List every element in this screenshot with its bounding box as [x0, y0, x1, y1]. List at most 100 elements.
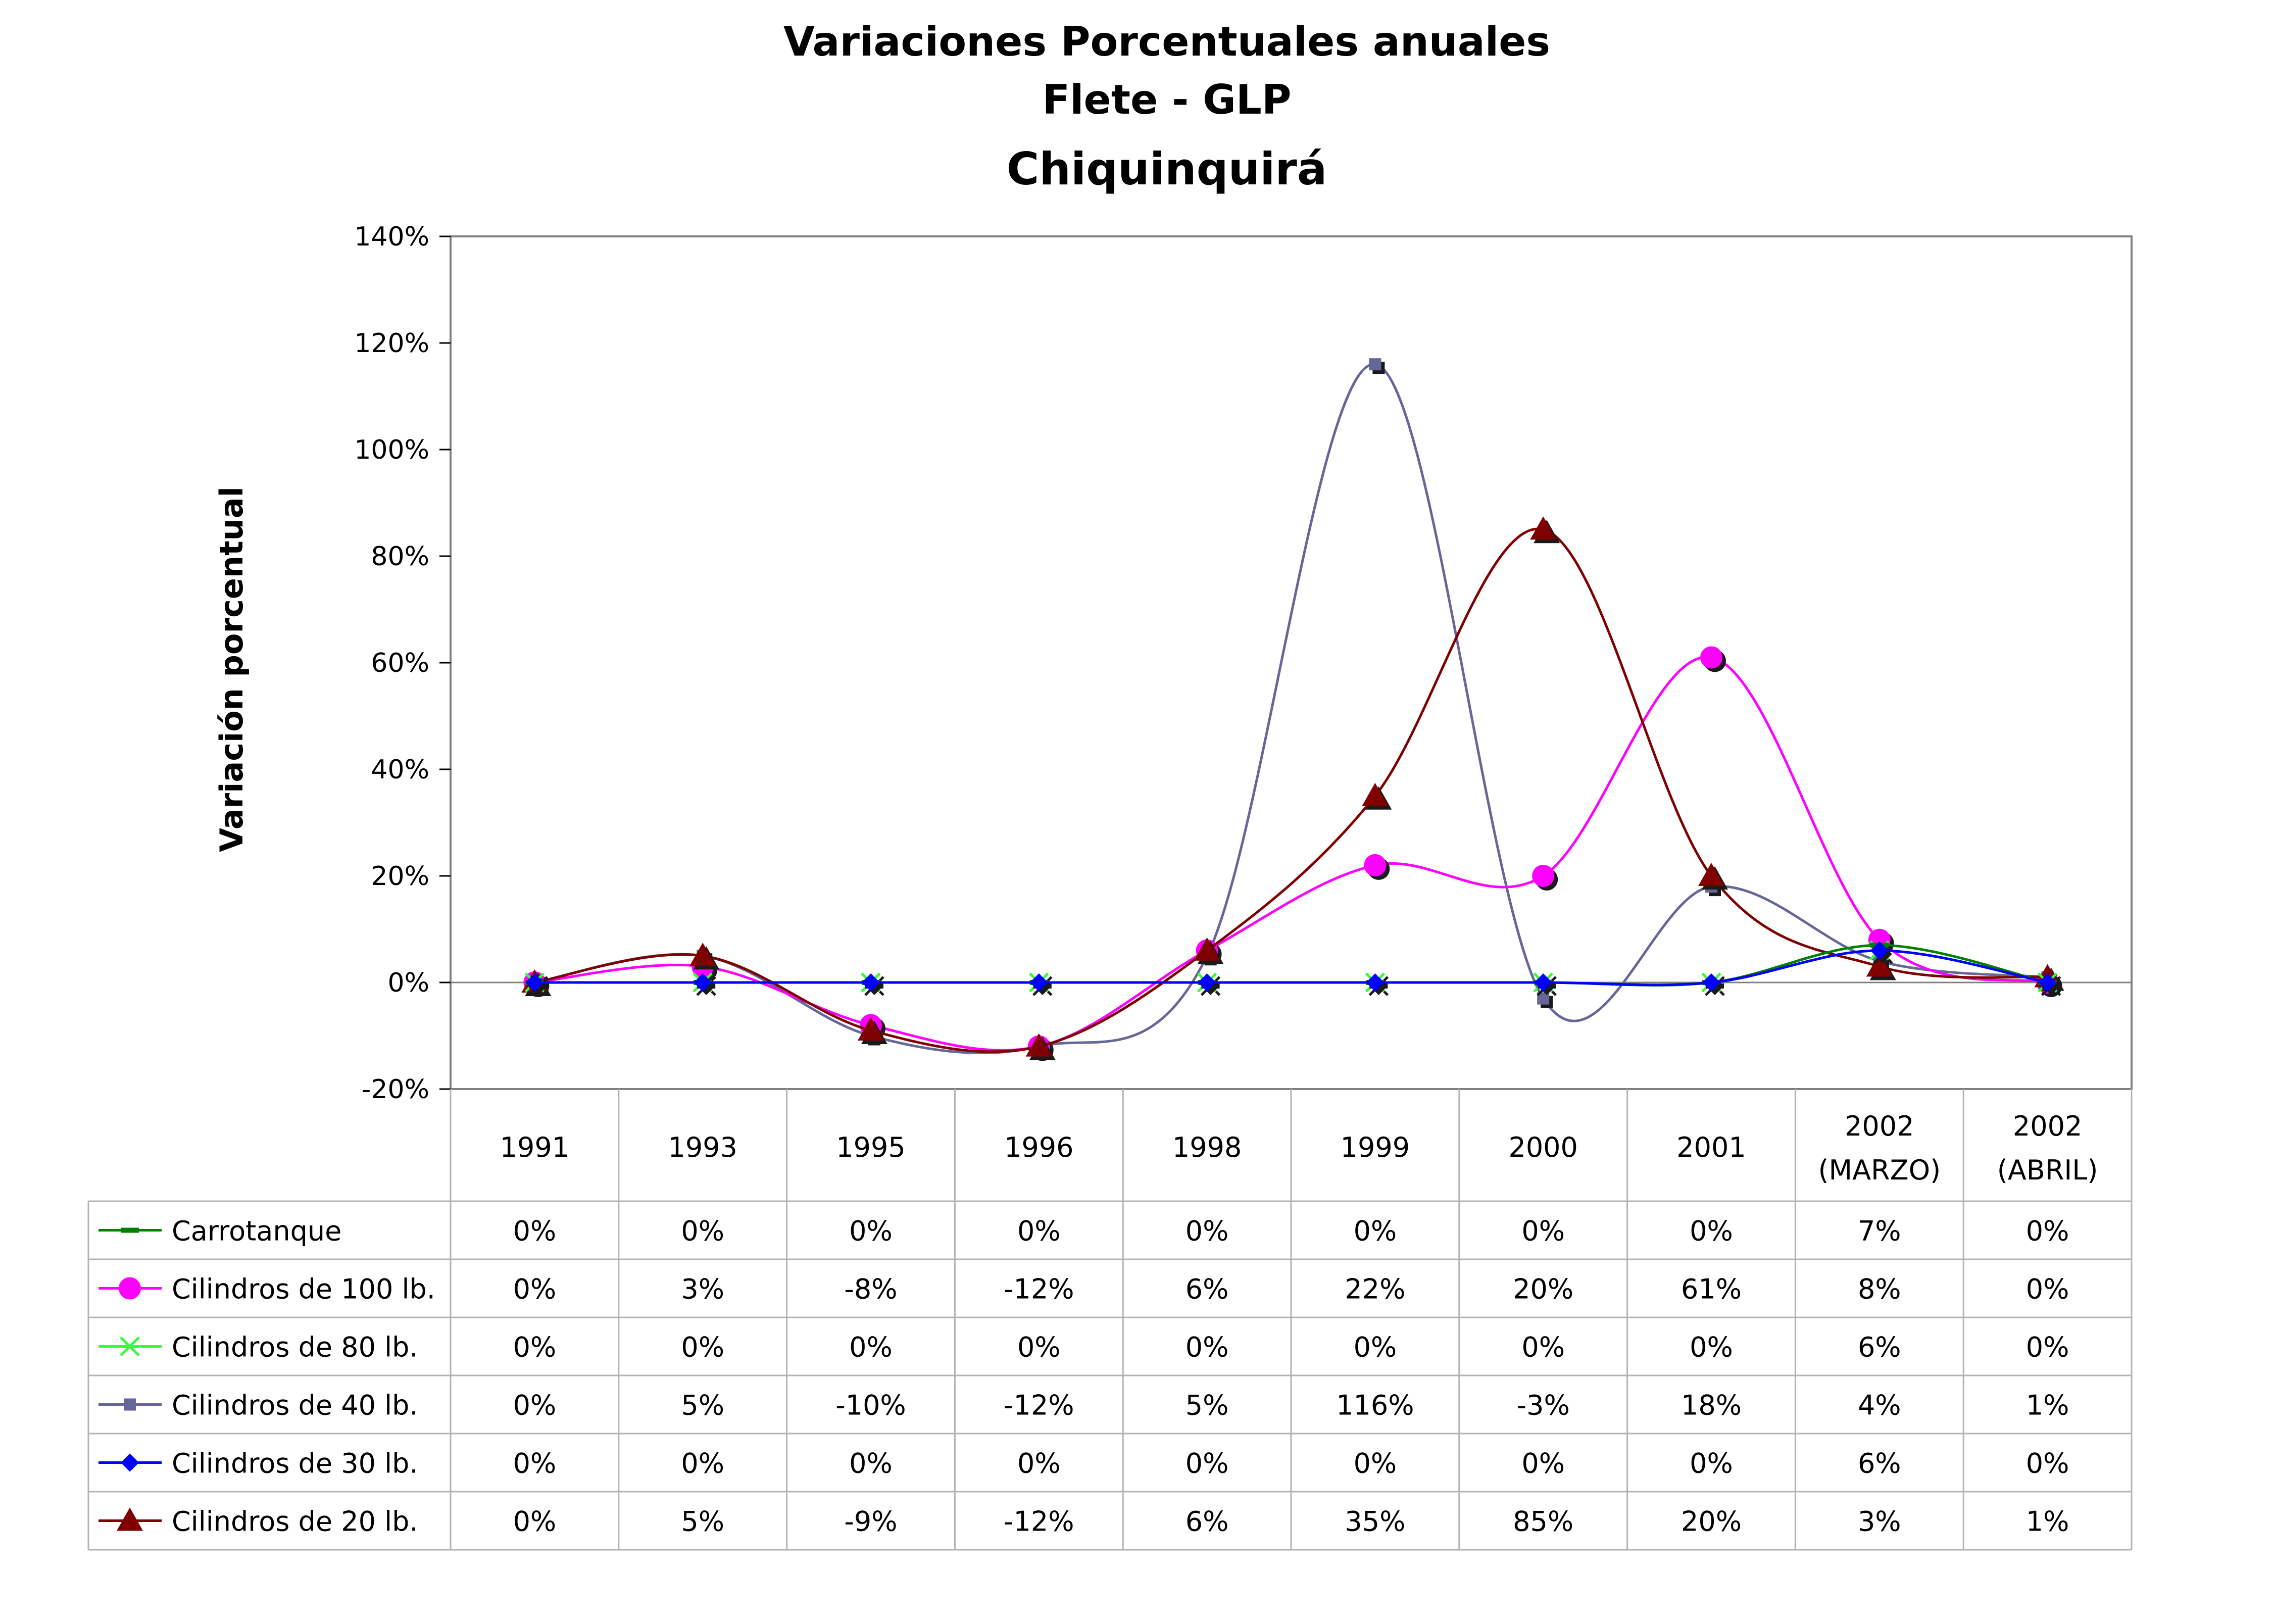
data-table-cell: 0% — [849, 1332, 893, 1363]
data-point — [1366, 973, 1385, 992]
plot-area: 140% 120% 100% 80% 60% 40% 20% 0% -20% 1991 1993 19… — [87, 222, 2133, 1551]
data-point — [1534, 973, 1553, 992]
data-table-cell: 0% — [1521, 1448, 1565, 1480]
y-axis-label: Variación porcentual — [213, 486, 250, 852]
table-row: Cilindros de 20 lb. 0% 5% -9% -12% 6% 35% 85% 20… — [98, 1506, 2069, 1538]
data-table-cell: 3% — [681, 1273, 724, 1305]
data-table-cell: 0% — [681, 1448, 724, 1480]
data-table-cell: 0% — [2026, 1332, 2069, 1363]
x-category-label: (MARZO) — [1818, 1154, 1941, 1186]
table-row: Cilindros de 100 lb. 0% 3% -8% -12% 6% 22% 20% 6… — [98, 1273, 2069, 1305]
data-table-cell: 7% — [1858, 1215, 1901, 1247]
data-point — [2038, 973, 2057, 992]
table-row: Cilindros de 30 lb. 0% 0% 0% 0% 0% 0% 0% 0% 6% 0% — [98, 1448, 2069, 1480]
data-table-cell: 5% — [1185, 1390, 1229, 1421]
data-table-cell: 5% — [681, 1506, 724, 1538]
data-table-cell: 0% — [681, 1332, 724, 1363]
series-line — [534, 527, 2048, 1053]
data-point — [1702, 973, 1720, 992]
data-table-cell: 1% — [2026, 1390, 2069, 1421]
data-table-cell: 0% — [513, 1390, 557, 1421]
legend-label: Cilindros de 20 lb. — [172, 1506, 418, 1538]
data-table-cell: -10% — [835, 1390, 906, 1421]
data-table-cell: -12% — [1004, 1506, 1074, 1538]
data-table-cell: 4% — [1858, 1390, 1901, 1421]
data-table-cell: 0% — [1354, 1215, 1397, 1247]
data-table-cell: 0% — [2026, 1448, 2069, 1480]
data-table-cell: 0% — [1690, 1332, 1733, 1363]
data-table-cell: 0% — [1354, 1332, 1397, 1363]
legend-key-marker — [117, 1507, 143, 1531]
chart-subtitle-location: Chiquinquirá — [1007, 143, 1327, 195]
x-category-label: 1995 — [836, 1131, 905, 1163]
legend-key-marker — [124, 1398, 136, 1411]
data-table-cell: 85% — [1513, 1506, 1573, 1538]
x-category-label: 1993 — [668, 1131, 737, 1163]
legend-label: Cilindros de 80 lb. — [172, 1332, 418, 1363]
x-category-label: 1996 — [1004, 1131, 1073, 1163]
table-row: Cilindros de 40 lb. 0% 5% -10% -12% 5% 116% -3%… — [98, 1390, 2069, 1421]
data-table-cell: 0% — [513, 1448, 557, 1480]
data-table-cell: 3% — [1858, 1506, 1901, 1538]
data-point — [1700, 646, 1722, 669]
table-row: Carrotanque 0% 0% 0% 0% 0% 0% 0% 0% 7% 0% — [98, 1215, 2069, 1247]
data-table-cell: 61% — [1681, 1273, 1742, 1305]
x-category-label: 1999 — [1341, 1131, 1410, 1163]
data-point — [1194, 937, 1220, 961]
y-tick-label: 120% — [354, 328, 429, 359]
data-table-cell: 116% — [1336, 1390, 1414, 1421]
data-table-cell: 0% — [513, 1273, 557, 1305]
data-table-cell: 6% — [1858, 1332, 1901, 1363]
series-line — [534, 363, 2048, 1054]
legend-label: Cilindros de 100 lb. — [172, 1273, 435, 1305]
x-category-label: 2002 — [2013, 1110, 2082, 1142]
data-point — [1698, 863, 1724, 886]
y-tick-label: 60% — [371, 648, 429, 678]
series-line — [534, 949, 2048, 987]
x-category-label: 2000 — [1508, 1131, 1577, 1163]
data-table-cell: 20% — [1681, 1506, 1742, 1538]
data-table-cell: 0% — [1017, 1215, 1061, 1247]
data-table-cell: 6% — [1858, 1448, 1901, 1480]
data-point — [1866, 953, 1893, 977]
data-point — [1369, 358, 1381, 371]
data-table-cell: -8% — [844, 1273, 897, 1305]
data-table-cell: -12% — [1004, 1273, 1074, 1305]
data-table-cell: 6% — [1185, 1273, 1229, 1305]
data-table-cell: 6% — [1185, 1506, 1229, 1538]
y-tick-label: 20% — [371, 861, 429, 892]
data-table-cell: -9% — [844, 1506, 897, 1538]
data-table-cell: 0% — [681, 1215, 724, 1247]
data-table-cell: 35% — [1345, 1506, 1405, 1538]
data-point — [862, 973, 880, 992]
data-table-cell: 0% — [513, 1506, 557, 1538]
table-row: Cilindros de 80 lb. 0% 0% 0% 0% 0% 0% 0% 0% 6% 0% — [98, 1332, 2069, 1363]
legend-label: Cilindros de 30 lb. — [172, 1448, 418, 1480]
data-point — [1029, 973, 1048, 992]
data-table-cell: 0% — [2026, 1273, 2069, 1305]
data-point — [1364, 854, 1387, 876]
y-tick-label: -20% — [362, 1074, 429, 1105]
data-table-cell: 0% — [513, 1215, 557, 1247]
x-category-label: 2001 — [1676, 1131, 1746, 1163]
legend-key-marker — [120, 1336, 140, 1357]
data-point — [1870, 941, 1889, 960]
data-table-cell: 0% — [1354, 1448, 1397, 1480]
legend-key-marker — [121, 1453, 139, 1472]
data-table-cell: 0% — [1521, 1215, 1565, 1247]
x-category-label: (ABRIL) — [1997, 1154, 2098, 1186]
data-table-cell: 0% — [1690, 1448, 1733, 1480]
data-point — [1530, 516, 1557, 540]
x-category-label: 2002 — [1845, 1110, 1914, 1142]
chart-subtitle: Flete - GLP — [1042, 76, 1291, 123]
data-point — [689, 943, 716, 966]
data-point — [858, 1017, 884, 1041]
data-point — [1532, 865, 1555, 887]
legend-key-marker — [121, 1227, 139, 1233]
data-table-cell: 0% — [2026, 1215, 2069, 1247]
data-table-cell: 0% — [1017, 1448, 1061, 1480]
legend-label: Cilindros de 40 lb. — [172, 1390, 418, 1421]
legend-key-marker — [119, 1277, 141, 1300]
data-table-cell: 0% — [513, 1332, 557, 1363]
legend-label: Carrotanque — [172, 1215, 341, 1247]
